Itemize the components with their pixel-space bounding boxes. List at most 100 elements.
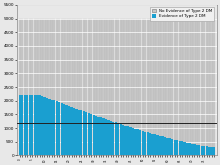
Bar [100,117,102,155]
Bar [178,19,181,155]
Bar [169,19,171,155]
Bar [112,19,114,155]
Bar [58,102,60,155]
Bar [198,19,200,155]
Bar [70,107,73,155]
Bar [90,114,92,155]
Bar [134,129,137,155]
Bar [174,140,176,155]
Bar [66,19,68,155]
Bar [178,141,181,155]
Bar [137,129,139,155]
Bar [166,138,169,155]
Bar [73,19,75,155]
Bar [61,19,63,155]
Bar [31,95,33,155]
Bar [164,137,166,155]
Bar [117,123,119,155]
Bar [186,143,188,155]
Bar [154,134,156,155]
Bar [90,19,92,155]
Bar [83,19,85,155]
Bar [63,104,65,155]
Bar [33,95,36,155]
Bar [166,19,169,155]
Bar [169,138,171,155]
Bar [188,143,191,155]
Bar [102,118,104,155]
Bar [171,19,173,155]
Bar [211,19,213,155]
Bar [183,142,186,155]
Bar [61,103,63,155]
Bar [97,116,100,155]
Bar [112,122,114,155]
Bar [36,19,38,155]
Bar [159,19,161,155]
Bar [117,19,119,155]
Bar [21,95,24,155]
Bar [188,19,191,155]
Bar [191,19,193,155]
Bar [78,110,80,155]
Bar [85,112,87,155]
Bar [110,19,112,155]
Bar [26,95,28,155]
Bar [73,108,75,155]
Bar [51,99,53,155]
Bar [70,19,73,155]
Bar [147,19,149,155]
Bar [41,19,43,155]
Bar [181,141,183,155]
Bar [193,144,196,155]
Bar [161,19,164,155]
Bar [53,19,55,155]
Bar [142,19,144,155]
Bar [161,136,164,155]
Bar [68,19,70,155]
Bar [154,19,156,155]
Bar [110,121,112,155]
Bar [88,19,90,155]
Bar [24,95,26,155]
Bar [38,19,41,155]
Bar [193,19,196,155]
Bar [56,101,58,155]
Bar [149,133,151,155]
Bar [159,136,161,155]
Legend: No Evidence of Type 2 DM, Evidence of Type 2 DM: No Evidence of Type 2 DM, Evidence of Ty… [150,7,214,21]
Bar [43,97,46,155]
Bar [31,19,33,155]
Bar [129,127,132,155]
Bar [46,19,48,155]
Bar [176,140,178,155]
Bar [134,19,137,155]
Bar [51,19,53,155]
Bar [80,19,82,155]
Bar [149,19,151,155]
Bar [213,19,215,155]
Bar [156,135,159,155]
Bar [139,130,141,155]
Bar [75,19,78,155]
Bar [196,145,198,155]
Bar [41,96,43,155]
Bar [53,100,55,155]
Bar [164,19,166,155]
Bar [125,19,127,155]
Bar [201,146,203,155]
Bar [119,124,122,155]
Bar [211,147,213,155]
Bar [102,19,104,155]
Bar [107,19,110,155]
Bar [83,111,85,155]
Bar [95,19,97,155]
Bar [198,145,200,155]
Bar [66,105,68,155]
Bar [88,113,90,155]
Bar [36,95,38,155]
Bar [129,19,132,155]
Bar [205,19,208,155]
Bar [132,19,134,155]
Bar [105,19,107,155]
